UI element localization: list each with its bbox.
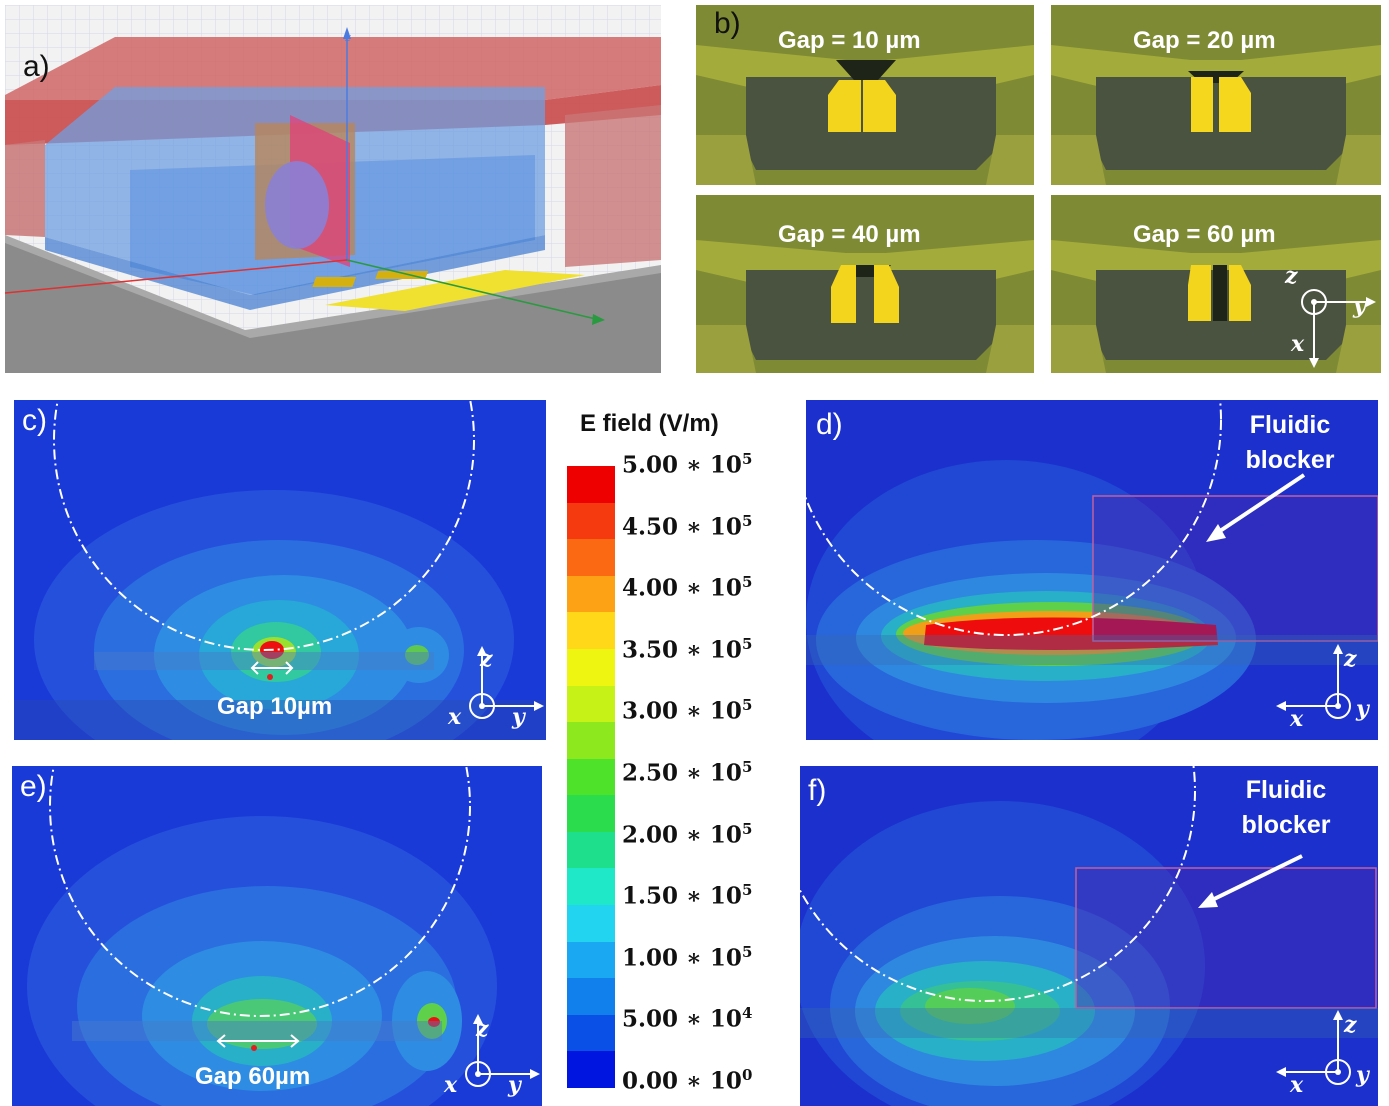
axis-label-z: z xyxy=(476,1016,489,1042)
axis-label-y: y xyxy=(1356,696,1369,722)
colorbar-band xyxy=(567,1051,615,1089)
simulation-setup-3d: z xyxy=(5,5,661,373)
panel-e-label: e) xyxy=(20,770,47,803)
electrode-image-gap-20 xyxy=(1051,5,1381,185)
panel-e: e) Gap 60µm z x y xyxy=(12,766,542,1106)
colorbar-tick-label: 5.00 ∗ 104 xyxy=(622,1004,753,1034)
panel-a-label: a) xyxy=(23,50,50,83)
colorbar-tick-label: 3.00 ∗ 105 xyxy=(622,696,753,726)
electrode-image-gap-60 xyxy=(1051,195,1381,373)
colorbar-band xyxy=(567,648,615,687)
axis-label-y: y xyxy=(1356,1062,1369,1088)
panel-b-image-3: Gap = 40 µm xyxy=(696,195,1034,373)
colorbar-band xyxy=(567,831,615,869)
colorbar-band xyxy=(567,502,615,540)
colorbar-band xyxy=(567,539,615,577)
panel-f: f) Fluidic blocker z x y xyxy=(800,766,1378,1106)
e-field-map-gap-60 xyxy=(12,766,542,1106)
axis-label-y: y xyxy=(1353,293,1366,319)
colorbar-band xyxy=(567,575,615,613)
colorbar-tick-label: 2.50 ∗ 105 xyxy=(622,758,753,787)
colorbar-band xyxy=(567,978,615,1016)
panel-b-image-1: Gap = 10 µm b) xyxy=(696,5,1034,185)
gap-label-10: Gap = 10 µm xyxy=(778,27,921,54)
colorbar-tick-label: 2.00 ∗ 105 xyxy=(622,819,753,849)
axis-label-x: x xyxy=(1290,1072,1304,1098)
axis-label-y: y xyxy=(508,1072,521,1098)
fluidic-blocker-label-d: Fluidic blocker xyxy=(1245,411,1335,474)
colorbar-tick-label: 4.00 ∗ 105 xyxy=(622,573,753,602)
e-field-map-fluidic-blocker-gap-60 xyxy=(800,766,1378,1106)
e-field-map-gap-10 xyxy=(14,400,546,740)
e-field-map-fluidic-blocker-gap-10 xyxy=(806,400,1378,740)
electrode-image-gap-40 xyxy=(696,195,1034,373)
panel-c-label: c) xyxy=(22,404,47,437)
panel-d-label: d) xyxy=(816,408,843,441)
colorbar-tick-label: 3.50 ∗ 105 xyxy=(622,634,753,664)
gap-label-20: Gap = 20 µm xyxy=(1133,27,1276,54)
axis-label-x: x xyxy=(1290,706,1304,732)
gap-label-c: Gap 10µm xyxy=(217,693,333,720)
colorbar-tick-label: 5.00 ∗ 105 xyxy=(622,450,753,479)
colorbar-band xyxy=(567,685,615,723)
colorbar-tick-label: 1.00 ∗ 105 xyxy=(622,942,753,972)
colorbar xyxy=(567,466,615,1089)
colorbar-band xyxy=(567,722,615,760)
gap-label-60: Gap = 60 µm xyxy=(1133,221,1276,248)
axis-label-z: z xyxy=(1285,263,1298,289)
axis-label-y: y xyxy=(512,704,525,730)
panel-f-label: f) xyxy=(808,774,827,807)
colorbar-band xyxy=(567,758,615,796)
gap-label-40: Gap = 40 µm xyxy=(778,221,921,248)
colorbar-band xyxy=(567,868,615,906)
panel-b-image-2: Gap = 20 µm xyxy=(1051,5,1381,185)
colorbar-title: E field (V/m) xyxy=(580,410,719,437)
panel-c: c) Gap 10µm z x y xyxy=(14,400,546,740)
fluidic-blocker-label-f: Fluidic blocker xyxy=(1241,776,1331,839)
colorbar-band xyxy=(567,1014,615,1052)
panel-a: z a) xyxy=(5,5,661,373)
colorbar-band xyxy=(567,612,615,650)
colorbar-tick-label: 1.50 ∗ 105 xyxy=(622,881,753,910)
colorbar-band xyxy=(567,466,615,504)
colorbar-tick-label: 0.00 ∗ 100 xyxy=(622,1066,753,1095)
electrode-image-gap-10 xyxy=(696,5,1034,185)
colorbar-band xyxy=(567,795,615,833)
axis-label-z: z xyxy=(1344,1012,1357,1038)
colorbar-tick-label: 4.50 ∗ 105 xyxy=(622,511,753,541)
axis-label-z: z xyxy=(1344,646,1357,672)
colorbar-band xyxy=(567,941,615,979)
panel-b-image-4: Gap = 60 µm z y x xyxy=(1051,195,1381,373)
axis-label-x: x xyxy=(444,1072,458,1098)
axis-label-z: z xyxy=(480,646,493,672)
colorbar-band xyxy=(567,905,615,943)
svg-text:z: z xyxy=(344,31,351,44)
panel-b-label: b) xyxy=(714,7,741,40)
axis-label-x: x xyxy=(448,704,462,730)
axis-label-x: x xyxy=(1291,331,1305,357)
gap-label-e: Gap 60µm xyxy=(195,1063,311,1090)
panel-d: d) Fluidic blocker z x y xyxy=(806,400,1378,740)
